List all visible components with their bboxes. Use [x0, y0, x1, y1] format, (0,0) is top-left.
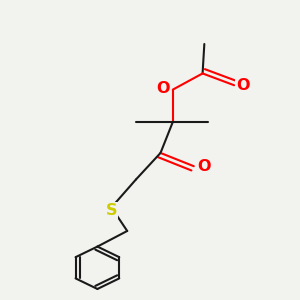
Text: O: O: [236, 78, 250, 93]
Text: S: S: [106, 203, 117, 218]
Text: O: O: [197, 159, 210, 174]
Text: O: O: [156, 81, 170, 96]
